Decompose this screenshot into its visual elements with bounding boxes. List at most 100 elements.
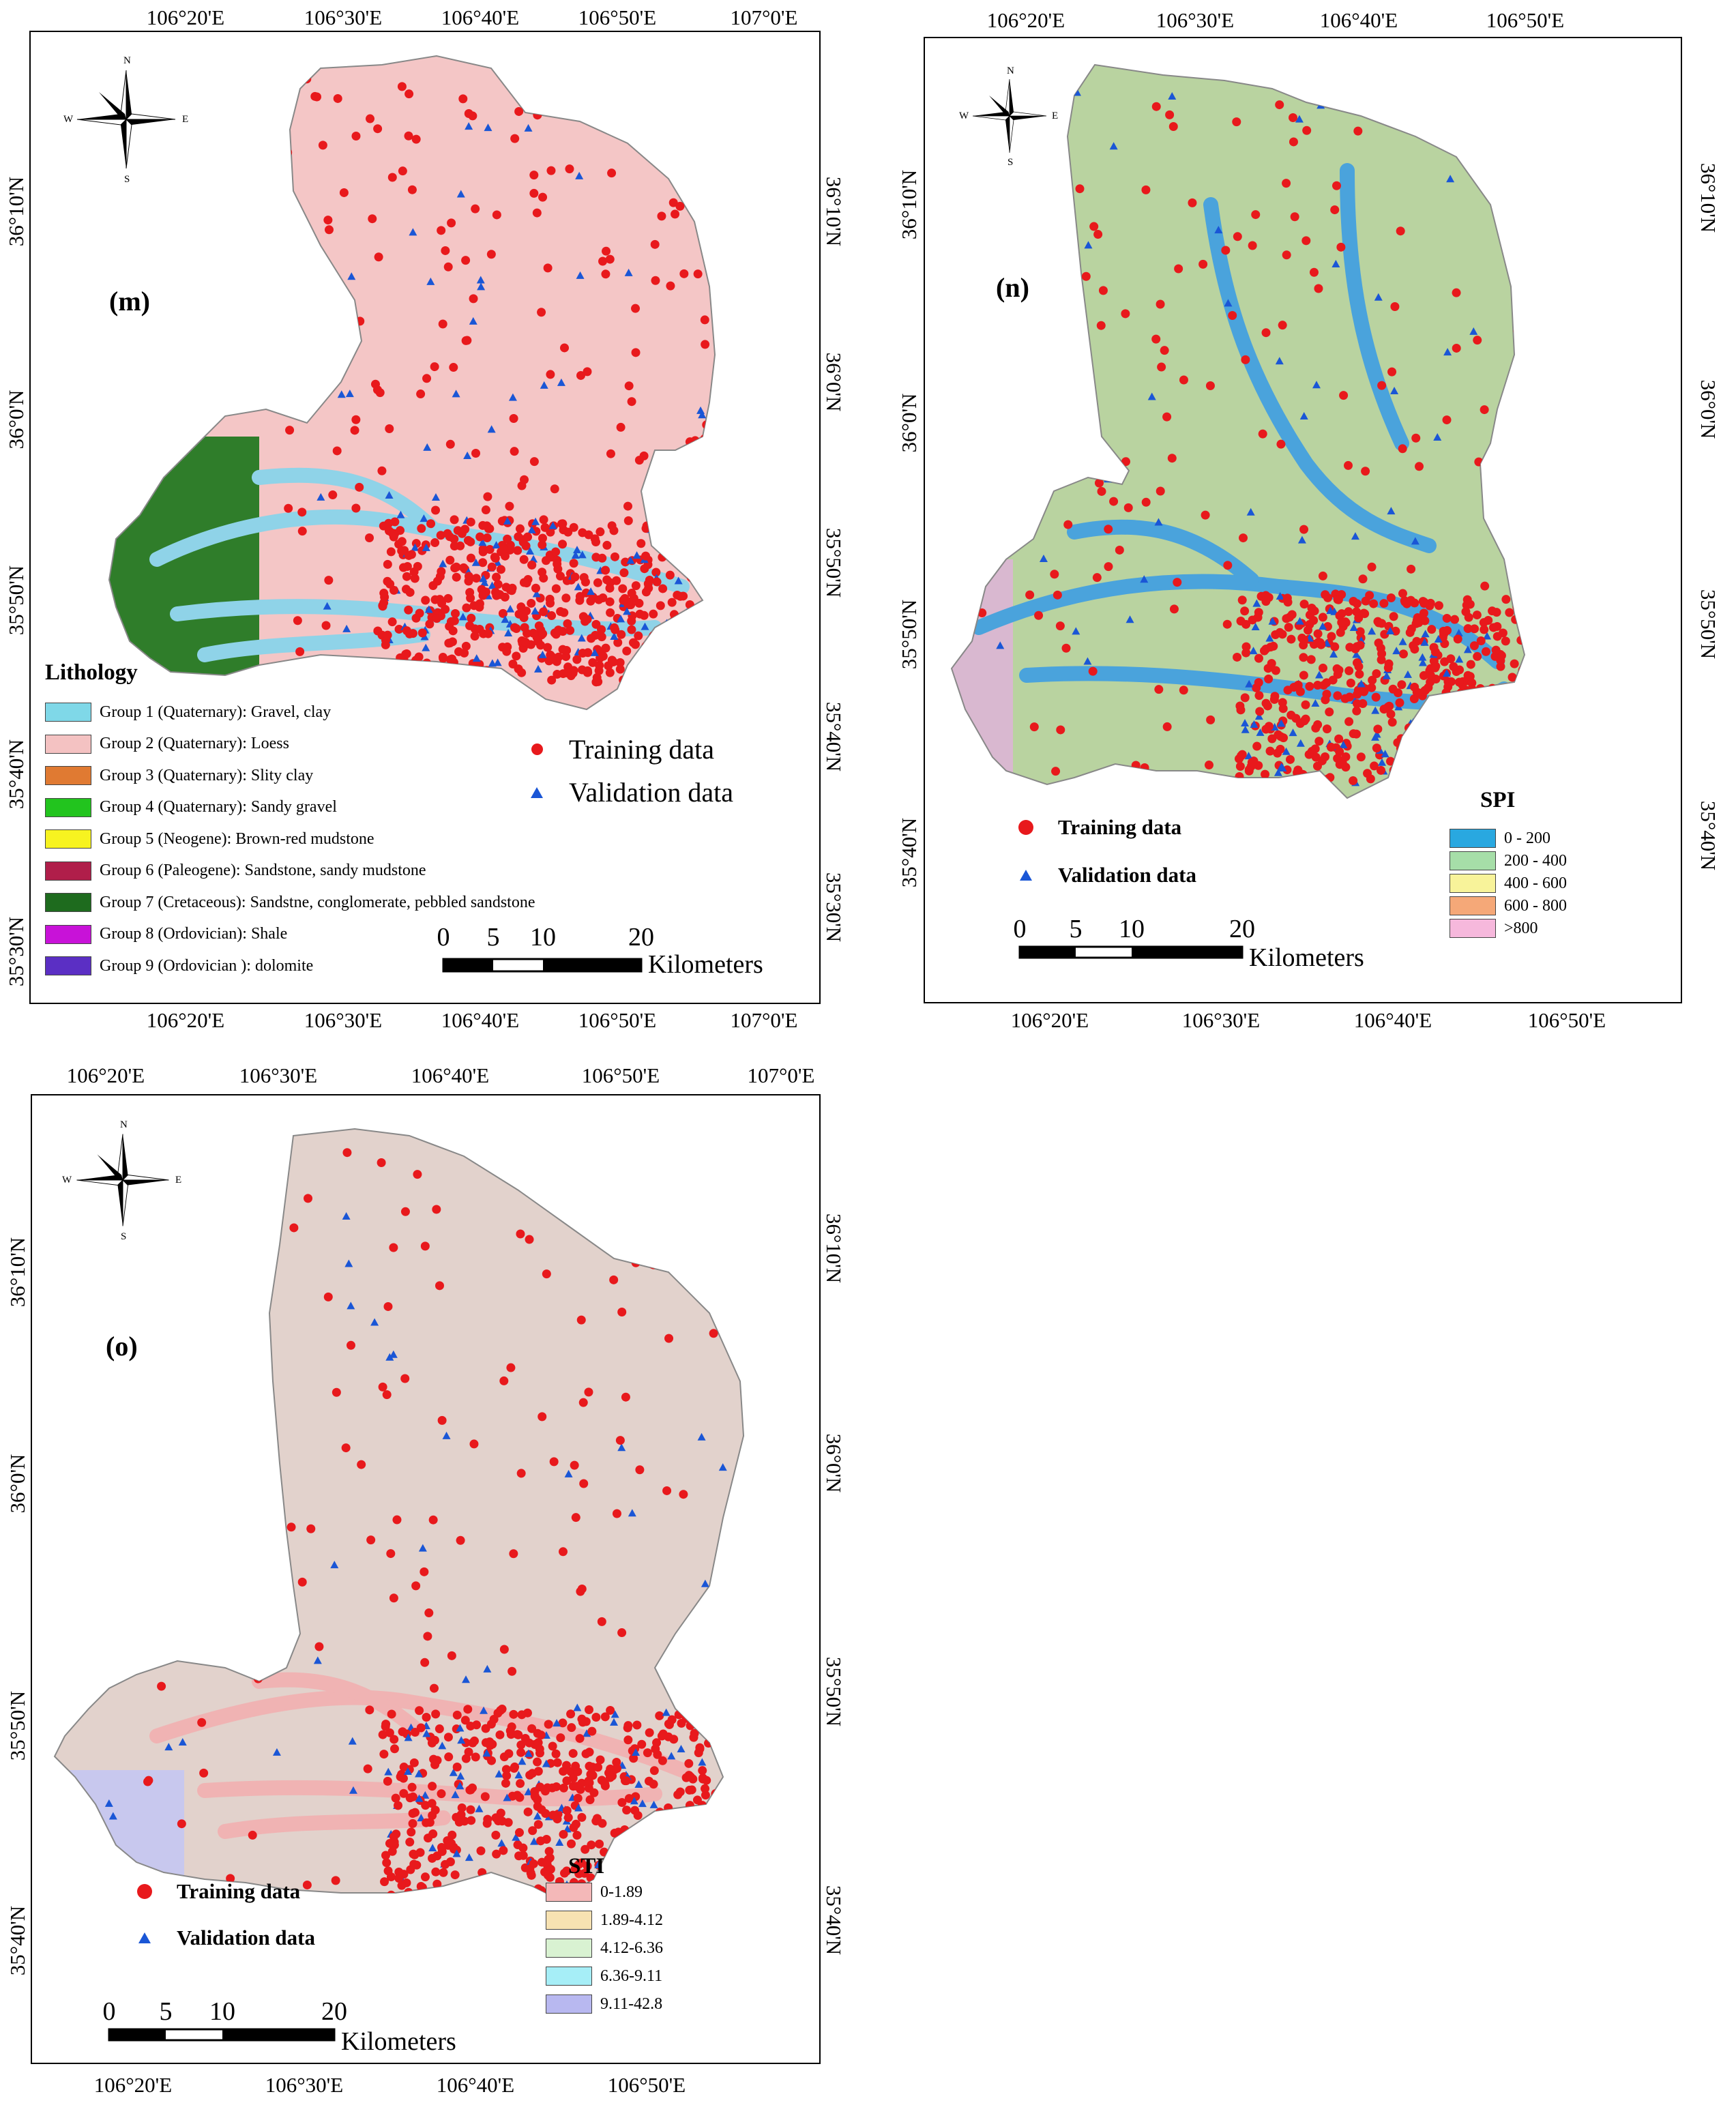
- validation-point: [649, 1800, 658, 1808]
- training-point: [431, 1867, 441, 1876]
- validation-point: [639, 673, 648, 681]
- training-point: [1458, 744, 1468, 754]
- validation-point: [1326, 606, 1335, 615]
- training-point: [533, 1757, 542, 1767]
- validation-point: [1319, 622, 1327, 630]
- validation-point: [501, 615, 510, 623]
- training-point: [428, 1515, 438, 1525]
- legend-training: Training data: [525, 733, 714, 765]
- training-point: [443, 1733, 453, 1742]
- training-point: [143, 1287, 152, 1297]
- validation-point: [1387, 507, 1396, 515]
- training-point: [514, 1730, 523, 1739]
- training-point: [1282, 765, 1292, 775]
- training-point: [1279, 779, 1289, 789]
- training-point: [674, 623, 683, 632]
- validation-point: [1374, 293, 1383, 301]
- training-point: [683, 1847, 693, 1857]
- scale-tick: 20: [1229, 915, 1255, 943]
- validation-point: [497, 1839, 506, 1847]
- training-point: [1349, 729, 1358, 739]
- validation-point: [344, 1259, 353, 1267]
- training-point: [1484, 751, 1493, 761]
- training-point: [1141, 185, 1151, 194]
- validation-point: [449, 668, 458, 676]
- training-point: [673, 1877, 683, 1887]
- legend-validation: Validation data: [1014, 863, 1196, 887]
- training-point: [1314, 284, 1323, 293]
- validation-point: [483, 1883, 492, 1891]
- training-point: [607, 1870, 617, 1880]
- training-point: [1093, 230, 1103, 239]
- training-point: [460, 1816, 469, 1826]
- training-point: [1481, 647, 1490, 656]
- validation-point: [183, 1521, 192, 1529]
- validation-point: [188, 1301, 197, 1309]
- lat-label: 35°50'N: [1696, 589, 1720, 660]
- training-point: [1476, 636, 1486, 646]
- training-point: [563, 527, 573, 537]
- map-frame: [29, 31, 821, 1004]
- training-point: [1264, 593, 1274, 602]
- training-point: [1497, 722, 1507, 732]
- training-point: [366, 1535, 376, 1545]
- training-point: [677, 1893, 686, 1900]
- training-point: [649, 609, 658, 619]
- validation-point: [495, 1769, 503, 1778]
- legend-label: Group 6 (Paleogene): Sandstone, sandy mu…: [100, 862, 426, 879]
- training-point: [644, 653, 653, 663]
- training-point: [531, 1179, 540, 1189]
- validation-point: [478, 538, 487, 546]
- training-point: [585, 1761, 594, 1771]
- training-point: [536, 1836, 546, 1846]
- training-point: [405, 1838, 415, 1847]
- training-point: [1398, 649, 1408, 659]
- validation-point: [1249, 647, 1258, 655]
- training-point: [1514, 433, 1524, 443]
- training-point: [505, 501, 514, 511]
- validation-point: [1446, 175, 1455, 183]
- training-point: [1367, 562, 1377, 572]
- training-point: [659, 1860, 668, 1870]
- validation-point: [256, 1528, 265, 1536]
- validation-point: [632, 1748, 641, 1756]
- training-point: [692, 1795, 702, 1805]
- panel-tag: (m): [109, 286, 150, 317]
- training-point: [616, 422, 626, 432]
- training-point: [634, 456, 644, 465]
- validation-point: [1297, 535, 1306, 544]
- training-point: [527, 560, 537, 570]
- training-point: [476, 1846, 486, 1855]
- training-point: [1156, 486, 1165, 496]
- training-point: [443, 593, 453, 603]
- training-point: [195, 1498, 205, 1507]
- validation-point: [1246, 507, 1255, 516]
- training-point: [651, 568, 661, 577]
- training-point: [1445, 746, 1455, 755]
- training-point: [1279, 733, 1289, 743]
- legend-label: Group 1 (Quaternary): Gravel, clay: [100, 703, 332, 721]
- training-point: [510, 1893, 520, 1900]
- training-point: [671, 654, 680, 664]
- legend-title: SPI: [1480, 788, 1516, 812]
- training-point: [606, 1201, 616, 1211]
- training-point: [450, 608, 460, 618]
- validation-point: [1463, 645, 1472, 653]
- training-point: [1363, 769, 1372, 778]
- validation-point: [574, 1804, 583, 1812]
- validation-point: [617, 615, 626, 623]
- training-point: [416, 1723, 426, 1733]
- training-point: [1173, 578, 1182, 587]
- training-point: [632, 1720, 642, 1730]
- training-point: [87, 1545, 97, 1555]
- training-point: [585, 1748, 594, 1757]
- training-point: [679, 1490, 688, 1499]
- training-point: [1462, 718, 1471, 728]
- training-point: [578, 1716, 587, 1726]
- validation-point: [152, 1457, 161, 1465]
- training-point: [556, 606, 565, 616]
- training-point: [387, 173, 397, 182]
- training-point: [304, 1194, 313, 1203]
- training-point: [422, 662, 432, 672]
- training-point: [452, 1812, 461, 1822]
